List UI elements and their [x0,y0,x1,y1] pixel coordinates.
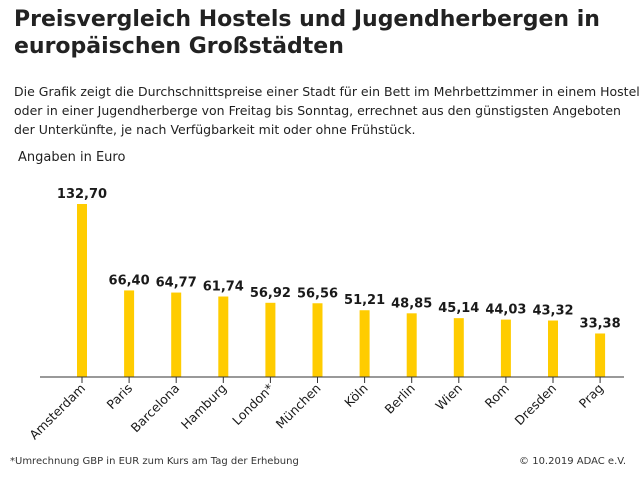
value-label-6: 51,21 [344,293,385,308]
value-label-5: 56,56 [297,286,338,301]
value-labels-group: 132,70 66,40 64,77 61,74 56,92 56,56 51,21 48,8… [57,187,621,331]
bar-8 [453,318,464,377]
bar-2 [171,292,182,377]
value-label-9: 44,03 [485,303,526,318]
bars-group [77,204,606,377]
chart-title: Preisvergleich Hostels und Jugendherberg… [14,7,600,59]
category-label-1: Paris [104,381,136,413]
category-label-10: Dresden [512,381,560,429]
bar-9 [500,319,511,377]
value-label-2: 64,77 [156,276,197,291]
bar-11 [595,333,606,377]
category-label-4: London* [229,381,276,428]
bar-4 [265,302,276,377]
value-label-7: 48,85 [391,296,432,311]
value-label-3: 61,74 [203,280,244,295]
value-label-4: 56,92 [250,286,291,301]
bar-10 [548,320,558,377]
bar-3 [218,296,229,377]
category-label-9: Rom [482,381,512,411]
category-label-8: Wien [432,381,465,414]
category-label-7: Berlin [382,381,418,417]
value-label-1: 66,40 [109,273,150,288]
bar-7 [406,313,417,377]
bar-1 [124,290,135,377]
category-label-0: Amsterdam [26,381,88,443]
footnote: *Umrechnung GBP in EUR zum Kurs am Tag d… [10,456,299,467]
bar-0 [77,204,87,377]
category-label-2: Barcelona [128,381,183,436]
bar-5 [312,303,323,377]
bar-6 [359,310,370,377]
category-label-11: Prag [576,381,606,411]
category-label-5: München [273,381,324,432]
value-label-0: 132,70 [57,187,107,202]
value-label-8: 45,14 [438,301,479,316]
unit-label: Angaben in Euro [18,150,126,165]
category-label-3: Hamburg [178,381,230,433]
copyright: © 10.2019 ADAC e.V. [519,456,626,467]
x-axis-ticks-group [81,377,601,383]
value-label-11: 33,38 [580,316,621,331]
value-label-10: 43,32 [532,304,573,319]
chart-subtitle: Die Grafik zeigt die Durchschnittspreise… [14,84,640,137]
category-label-6: Köln [341,381,370,410]
